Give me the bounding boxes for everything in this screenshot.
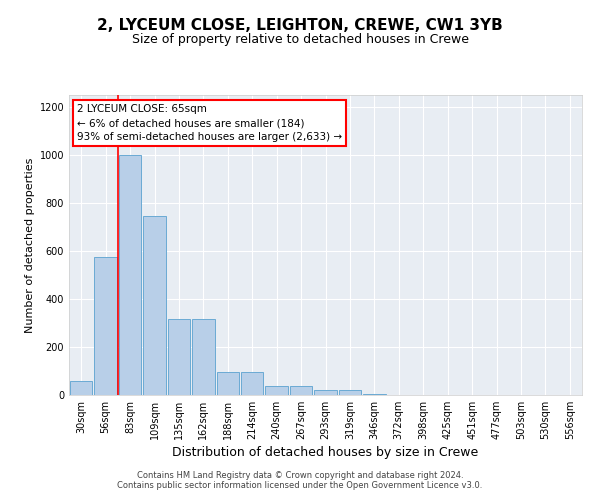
Bar bbox=[265, 386, 288, 395]
Bar bbox=[217, 372, 239, 395]
Bar bbox=[338, 390, 361, 395]
Text: 2 LYCEUM CLOSE: 65sqm
← 6% of detached houses are smaller (184)
93% of semi-deta: 2 LYCEUM CLOSE: 65sqm ← 6% of detached h… bbox=[77, 104, 342, 142]
Text: Size of property relative to detached houses in Crewe: Size of property relative to detached ho… bbox=[131, 32, 469, 46]
Y-axis label: Number of detached properties: Number of detached properties bbox=[25, 158, 35, 332]
Bar bbox=[290, 386, 313, 395]
Bar bbox=[192, 320, 215, 395]
Text: 2, LYCEUM CLOSE, LEIGHTON, CREWE, CW1 3YB: 2, LYCEUM CLOSE, LEIGHTON, CREWE, CW1 3Y… bbox=[97, 18, 503, 32]
Bar bbox=[94, 257, 117, 395]
Bar bbox=[363, 394, 386, 395]
Bar bbox=[119, 155, 142, 395]
Bar bbox=[167, 320, 190, 395]
Text: Contains HM Land Registry data © Crown copyright and database right 2024.: Contains HM Land Registry data © Crown c… bbox=[137, 470, 463, 480]
X-axis label: Distribution of detached houses by size in Crewe: Distribution of detached houses by size … bbox=[172, 446, 479, 459]
Bar bbox=[70, 380, 92, 395]
Bar bbox=[314, 390, 337, 395]
Bar bbox=[241, 372, 263, 395]
Bar bbox=[143, 216, 166, 395]
Text: Contains public sector information licensed under the Open Government Licence v3: Contains public sector information licen… bbox=[118, 480, 482, 490]
